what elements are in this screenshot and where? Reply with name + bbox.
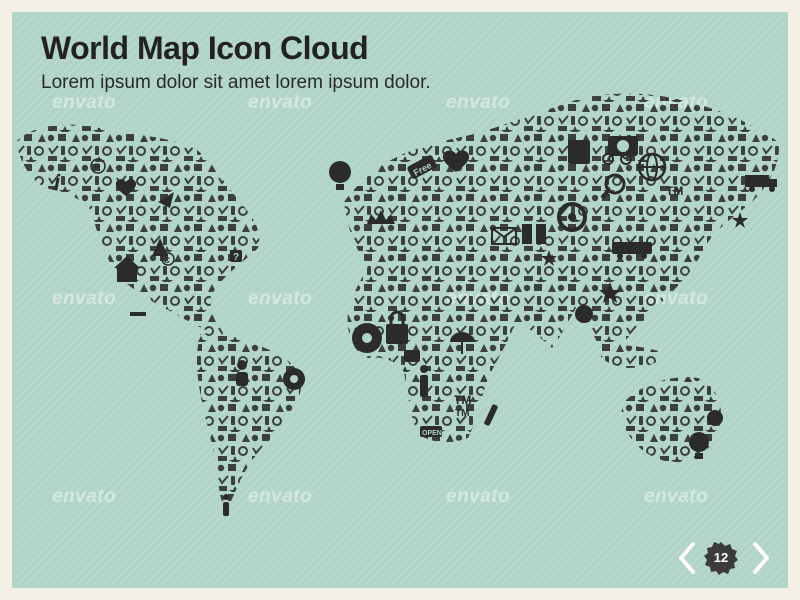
starburst-icon (707, 410, 723, 426)
page-number: 12 (713, 550, 729, 565)
question-label: ? (233, 252, 239, 263)
registered-icon: R (90, 158, 106, 174)
shopping-bag-icon (568, 140, 590, 164)
person-icon (223, 494, 229, 516)
watermark: envato (248, 92, 313, 113)
magnifier-icon (600, 173, 626, 200)
watermark: envato (644, 486, 709, 507)
starburst-icon (575, 305, 593, 323)
dumbbell-icon (130, 312, 146, 316)
umbrella-icon (450, 332, 474, 342)
wrench-icon (484, 404, 498, 426)
truck-icon (745, 175, 777, 192)
watermark: envato (446, 92, 511, 113)
rocket-icon (158, 192, 174, 208)
gear-icon (352, 323, 382, 353)
copyright-label: C (164, 256, 170, 265)
world-map-icon-cloud: Free TM TM TM OPEN R C ? i (16, 93, 779, 516)
star-icon (541, 250, 557, 266)
trademark-label: TM (454, 393, 471, 407)
copyright-icon: C (161, 252, 175, 266)
heart-icon (115, 179, 137, 196)
open-sign-label: OPEN (422, 430, 442, 437)
slide-subtitle: Lorem ipsum dolor sit amet lorem ipsum d… (41, 72, 431, 93)
star-icon (599, 282, 621, 303)
registered-label: R (94, 162, 101, 172)
bicycle-icon (602, 149, 632, 165)
question-icon: ? (230, 250, 242, 263)
watermark: envato (248, 288, 313, 309)
gear-icon (283, 368, 305, 390)
watermark: envato (248, 486, 313, 507)
accent-icons (114, 136, 777, 516)
slide-title: World Map Icon Cloud (41, 30, 369, 66)
gift-icon (522, 220, 546, 244)
padlock-icon (386, 310, 408, 344)
watermark: envato (52, 288, 117, 309)
info-icon: i (54, 170, 61, 195)
tree-icon (152, 238, 168, 256)
badge-background-icon (704, 542, 738, 575)
watermark: envato (52, 92, 117, 113)
house-icon (114, 256, 140, 282)
slide: envato envato envato envato envato envat… (12, 12, 788, 588)
chevron-left-icon (679, 542, 695, 574)
person-icon (236, 360, 248, 386)
prev-slide-button[interactable] (676, 540, 698, 576)
hot-air-balloon-icon (329, 161, 351, 190)
trademark-label: TM (455, 408, 469, 419)
train-icon (612, 242, 652, 259)
next-slide-button[interactable] (750, 540, 772, 576)
crown-icon (367, 210, 395, 224)
envelope-icon (491, 227, 517, 245)
phone-icon (404, 350, 420, 362)
person-icon (420, 365, 428, 397)
watermark: envato (446, 486, 511, 507)
steering-wheel-icon (557, 202, 587, 232)
open-sign-icon: OPEN (420, 426, 442, 437)
page-number-badge: 12 (704, 541, 738, 575)
star-icon (732, 212, 748, 228)
heart-icon (442, 150, 470, 172)
watermark: envato (52, 486, 117, 507)
globe-icon (637, 152, 667, 182)
chevron-right-icon (753, 542, 769, 574)
trademark-label: TM (666, 184, 683, 198)
hot-air-balloon-icon (689, 432, 709, 459)
